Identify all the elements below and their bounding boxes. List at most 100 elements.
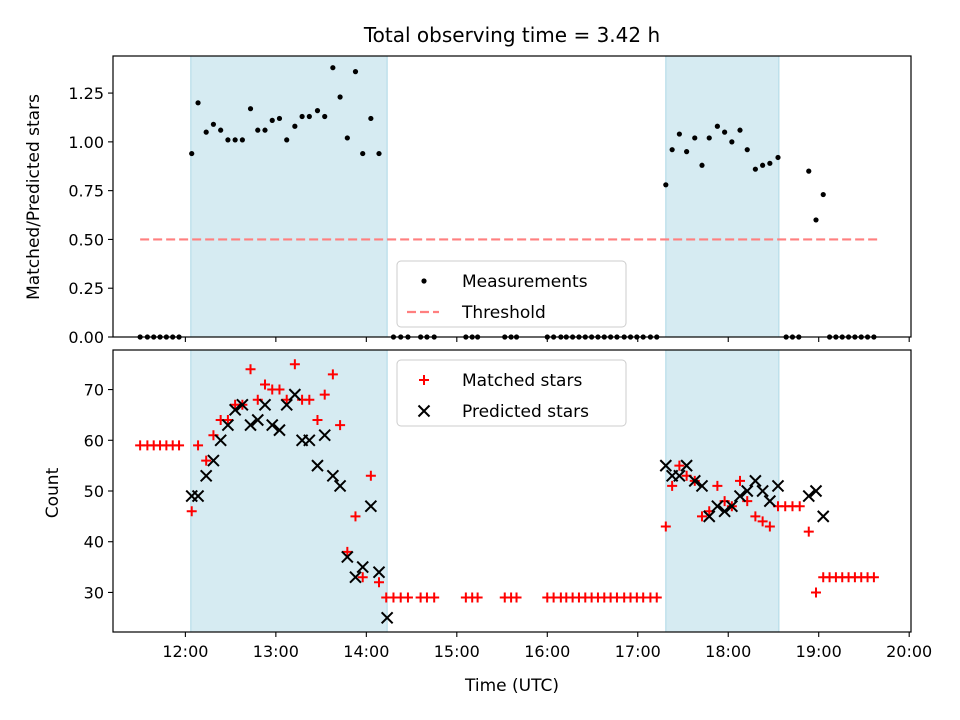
- matched-stars-point: [186, 506, 197, 517]
- measurements-point: [276, 115, 283, 122]
- measurements-point: [744, 147, 750, 153]
- predicted-stars-point: [741, 484, 754, 498]
- predicted-stars-point: [349, 571, 362, 584]
- predicted-stars-point: [333, 479, 347, 493]
- bottom-y-axis-label: Count: [43, 467, 63, 518]
- matched-stars-point: [245, 364, 256, 375]
- predicted-stars-point: [214, 434, 227, 447]
- y-tick-label: 0.00: [68, 328, 104, 347]
- measurements-point: [239, 137, 245, 143]
- matched-stars-point: [735, 475, 745, 486]
- measurements-point: [218, 127, 224, 133]
- predicted-stars-point: [221, 418, 235, 432]
- top-panel: 0.00 0.25 0.50 0.75 1.00 1.25 Measurements Thre…: [68, 55, 912, 347]
- measurements-point: [729, 139, 735, 145]
- predicted-stars-point: [356, 560, 369, 574]
- matched-stars-point: [201, 455, 212, 466]
- measurements-point: [195, 100, 201, 106]
- x-tick-label: 14:00: [343, 642, 389, 661]
- measurements-point: [775, 154, 781, 161]
- predicted-stars-point: [244, 418, 257, 432]
- y-tick-label: 0.75: [68, 182, 104, 201]
- measurements-point: [684, 149, 690, 155]
- matched-stars-point: [289, 359, 300, 370]
- matched-stars-point: [811, 587, 821, 598]
- measurements-point: [210, 121, 217, 127]
- measurements-point: [189, 150, 195, 157]
- measurements-point: [692, 135, 698, 141]
- predicted-stars-point: [207, 454, 220, 467]
- predicted-stars-point: [659, 459, 673, 472]
- chart-title: Total observing time = 3.42 h: [363, 23, 660, 47]
- x-tick-label: 17:00: [615, 642, 661, 661]
- x-tick-label: 12:00: [162, 642, 208, 661]
- matched-stars-point: [374, 577, 384, 588]
- predicted-stars-point: [288, 388, 302, 401]
- x-axis-label: Time (UTC): [464, 676, 559, 696]
- matched-stars-point: [260, 379, 270, 390]
- predicted-stars-point: [251, 413, 264, 427]
- x-tick-label: 19:00: [796, 642, 842, 661]
- matched-stars-point: [402, 592, 413, 603]
- predicted-stars-point: [749, 474, 762, 488]
- matched-stars-point: [660, 521, 671, 532]
- matched-stars-point: [674, 460, 685, 471]
- matched-stars-point: [868, 572, 879, 583]
- measurements-point: [352, 69, 359, 75]
- predicted-stars-point: [718, 505, 731, 518]
- legend-swatch-measurements: [421, 278, 427, 284]
- x-tick-label: 15:00: [434, 642, 480, 661]
- predicted-stars-point: [809, 484, 823, 498]
- x-tick-label: 13:00: [253, 642, 299, 661]
- matched-stars-point: [327, 369, 338, 380]
- measurements-point: [344, 135, 350, 141]
- x-tick-label: 18:00: [705, 642, 751, 661]
- shaded-interval: [665, 349, 780, 633]
- measurements-point: [322, 113, 328, 120]
- plot-frame: [112, 55, 912, 338]
- shaded-interval: [190, 55, 388, 338]
- y-tick-label: 50: [84, 482, 104, 501]
- predicted-stars-point: [733, 489, 747, 503]
- predicted-stars-point: [236, 398, 249, 411]
- predicted-stars-point: [688, 474, 701, 488]
- predicted-stars-point: [303, 434, 316, 447]
- measurements-point: [676, 131, 682, 137]
- measurements-point: [813, 217, 819, 223]
- predicted-stars-point: [763, 494, 777, 508]
- matched-stars-point: [429, 592, 440, 603]
- measurements-point: [663, 182, 669, 188]
- measurements-point: [225, 137, 231, 143]
- predicted-stars-point: [380, 611, 394, 625]
- y-tick-label: 1.00: [68, 133, 104, 152]
- measurements-point: [699, 162, 705, 168]
- matched-stars-point: [667, 480, 678, 491]
- measurements-point: [767, 160, 773, 166]
- matched-stars-point: [651, 592, 662, 603]
- measurements-point: [292, 123, 298, 129]
- measurements-point: [299, 113, 305, 120]
- predicted-stars-point: [680, 459, 693, 472]
- y-tick-label: 0.25: [68, 279, 104, 298]
- legend-swatch-predicted: [417, 404, 431, 418]
- measurements-point: [760, 162, 766, 168]
- top-y-axis-label: Matched/Predicted stars: [24, 94, 44, 300]
- measurements-point: [306, 113, 312, 120]
- legend-box: [396, 260, 627, 328]
- matched-stars-point: [350, 511, 361, 522]
- measurements-point: [203, 129, 209, 135]
- predicted-stars-point: [199, 469, 213, 482]
- x-tick-label: 20:00: [886, 642, 932, 661]
- measurements-point: [752, 166, 758, 172]
- matched-stars-point: [794, 501, 805, 512]
- bottom-panel: 30 40 50 60 70 12:00 13:00 14:00 15:00 16:00 17:00…: [84, 349, 932, 661]
- predicted-stars-point: [318, 429, 331, 442]
- matched-stars-point: [312, 414, 323, 425]
- y-tick-label: 30: [84, 583, 104, 602]
- measurements-point: [706, 135, 712, 141]
- shaded-interval: [190, 349, 388, 633]
- predicted-stars-point: [673, 469, 686, 482]
- matched-stars-point: [472, 592, 483, 603]
- matched-stars-point: [764, 521, 775, 532]
- x-tick-label: 16:00: [524, 642, 570, 661]
